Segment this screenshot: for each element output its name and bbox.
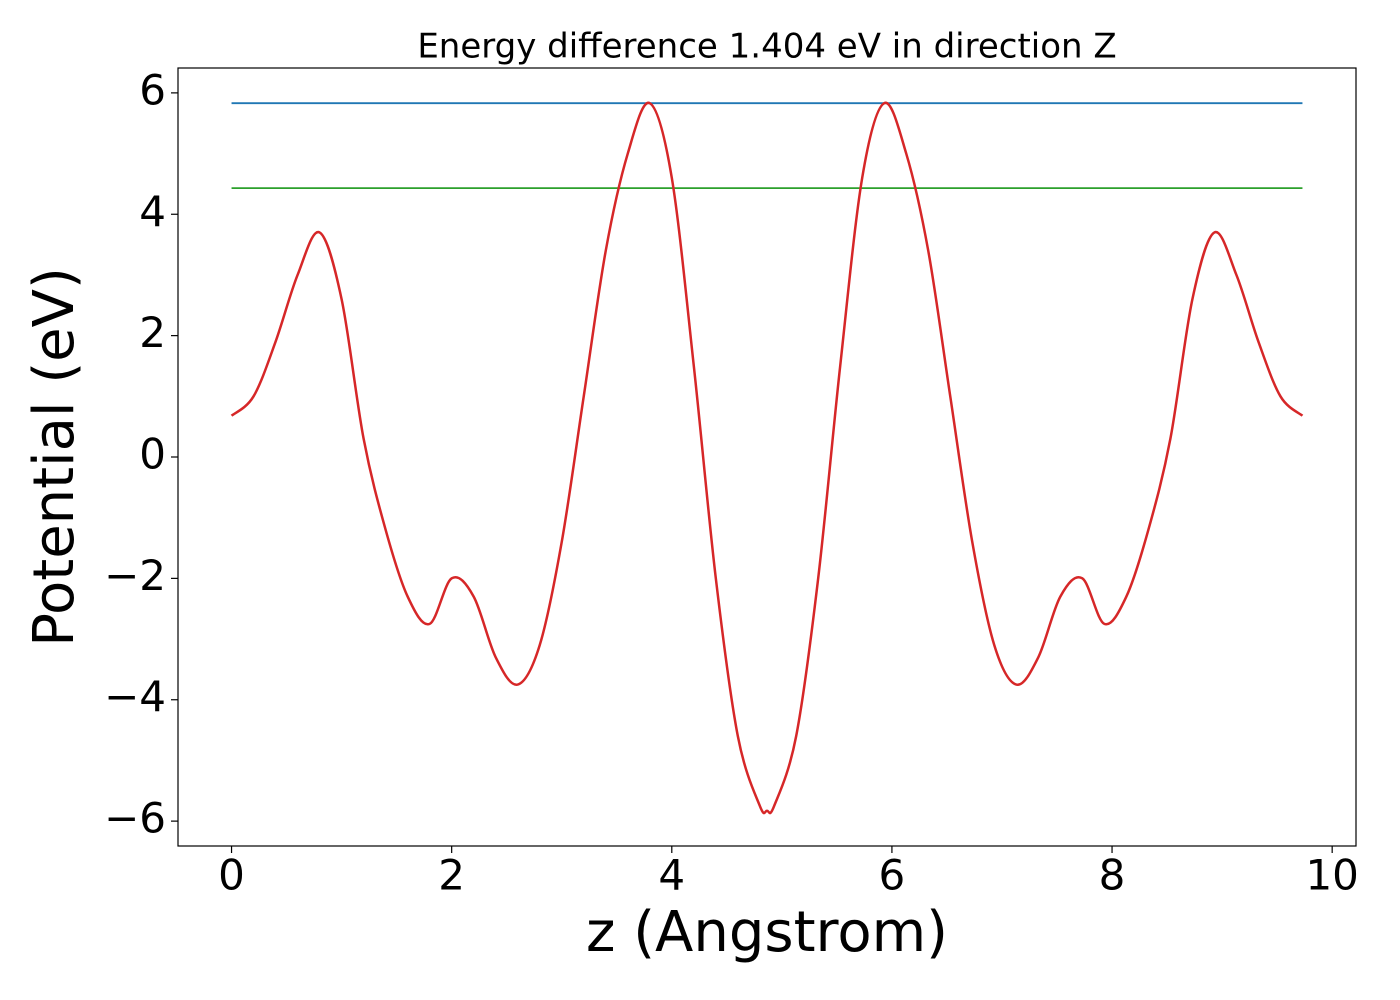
y-axis-label: Potential (eV) <box>22 267 87 647</box>
x-tick-label: 8 <box>1099 851 1126 900</box>
x-tick-label: 6 <box>879 851 906 900</box>
x-tick-label: 10 <box>1305 851 1358 900</box>
y-tick-label: 6 <box>139 65 166 114</box>
y-tick-label: 2 <box>139 308 166 357</box>
y-tick-label: 4 <box>139 187 166 236</box>
y-tick-label: −4 <box>104 672 166 721</box>
x-tick-label: 4 <box>658 851 685 900</box>
y-tick-label: 0 <box>139 430 166 479</box>
y-tick-label: −2 <box>104 551 166 600</box>
x-axis-label: z (Angstrom) <box>586 900 948 965</box>
x-tick-label: 2 <box>438 851 465 900</box>
x-tick-label: 0 <box>218 851 245 900</box>
plot-frame <box>177 67 1357 847</box>
chart-title: Energy difference 1.404 eV in direction … <box>417 27 1116 67</box>
data-line <box>230 101 1304 815</box>
y-tick-label: −6 <box>104 794 166 843</box>
